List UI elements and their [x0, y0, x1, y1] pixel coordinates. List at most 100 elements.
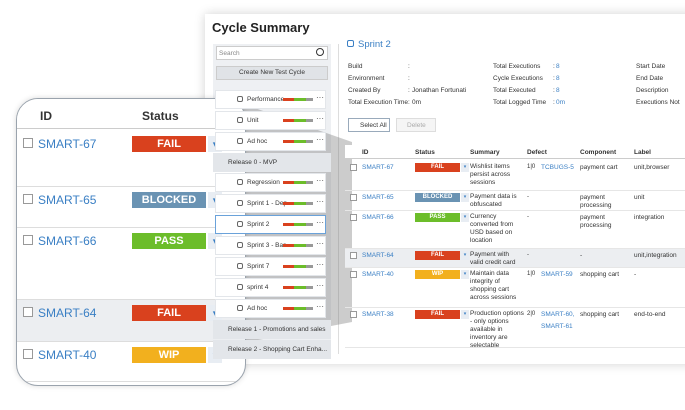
status-badge[interactable]: WIP [415, 270, 460, 279]
defect-link[interactable]: SMART-59 [541, 271, 573, 278]
cycle-row[interactable] [215, 257, 326, 276]
search-box[interactable] [216, 46, 328, 60]
cycle-row[interactable] [215, 132, 326, 151]
menu-dots: ··· [316, 93, 324, 102]
cycle-row[interactable] [215, 236, 326, 255]
issue-id[interactable]: SMART-65 [362, 194, 394, 201]
row-checkbox[interactable] [350, 252, 357, 259]
field-label: Total Executions [493, 63, 541, 70]
issue-id[interactable]: SMART-66 [362, 214, 394, 221]
status-badge[interactable]: FAIL [132, 136, 206, 152]
zoom-callout: IDStatusSMART-67FAIL▾SMART-65BLOCKED▾SMA… [16, 98, 246, 386]
progress-segment [283, 244, 294, 247]
defect-link[interactable]: SMART-60, [541, 311, 575, 318]
release-row [213, 153, 331, 172]
status-badge[interactable]: PASS [132, 233, 206, 249]
issue-id[interactable]: SMART-66 [38, 234, 97, 248]
progress-segment [305, 307, 313, 310]
cycle-label: Regression [247, 179, 280, 186]
cycle-row[interactable] [215, 299, 326, 318]
cycle-row[interactable] [215, 194, 326, 213]
status-badge[interactable]: PASS [415, 213, 460, 222]
menu-dots: ··· [316, 135, 324, 144]
progress-segment [293, 202, 306, 205]
progress-segment [283, 202, 294, 205]
status-badge[interactable]: FAIL [415, 163, 460, 172]
defect-link[interactable]: SMART-61 [541, 323, 573, 330]
progress-segment [305, 265, 313, 268]
progress-segment [305, 119, 313, 122]
progress-segment [293, 307, 306, 310]
field-label: Total Logged Time [493, 99, 547, 106]
status-dropdown[interactable]: ▾ [461, 310, 469, 319]
status-dropdown[interactable]: ▾ [461, 251, 469, 260]
delete-button[interactable] [396, 118, 436, 132]
status-dropdown[interactable]: ▾ [461, 213, 469, 222]
summary: Payment with valid credit card [470, 251, 516, 266]
component: payment processing [580, 214, 612, 229]
menu-dots: ··· [316, 260, 324, 269]
status-badge[interactable]: BLOCKED [415, 193, 460, 202]
issue-id[interactable]: SMART-40 [362, 271, 394, 278]
component: shopping cart [580, 311, 620, 318]
field-colon: : [553, 75, 555, 82]
cycle-row[interactable] [215, 173, 326, 192]
field-colon: : [553, 99, 555, 106]
progress-segment [305, 181, 313, 184]
issue-id[interactable]: SMART-67 [38, 137, 97, 151]
progress-segment [283, 265, 294, 268]
status-dropdown[interactable]: ▾ [461, 163, 469, 172]
cycle-row[interactable] [215, 111, 326, 130]
cycle-icon [237, 117, 243, 123]
select-all-button[interactable] [348, 118, 390, 132]
issue-id[interactable]: SMART-40 [38, 348, 97, 362]
status-dropdown[interactable]: ▾ [461, 270, 469, 279]
status-dropdown[interactable]: ▾ [461, 193, 469, 202]
row-checkbox[interactable] [23, 138, 33, 148]
cycle-label: Unit [247, 117, 259, 124]
issue-id[interactable]: SMART-67 [362, 164, 394, 171]
status-badge[interactable]: BLOCKED [132, 192, 206, 208]
row-checkbox[interactable] [350, 164, 357, 171]
cycle-icon [347, 40, 354, 47]
issue-id[interactable]: SMART-64 [362, 252, 394, 259]
progress-segment [283, 98, 294, 101]
row-checkbox[interactable] [350, 194, 357, 201]
summary: Payment data is obfuscated [470, 193, 517, 208]
menu-dots: ··· [316, 114, 324, 123]
status-badge[interactable]: FAIL [132, 305, 206, 321]
status-badge[interactable]: FAIL [415, 251, 460, 260]
defect-count: - [527, 252, 529, 258]
column-header: Label [634, 149, 651, 156]
row-checkbox[interactable] [23, 349, 33, 359]
progress-segment [293, 265, 306, 268]
cycle-row[interactable] [215, 90, 326, 109]
create-button[interactable] [216, 66, 328, 80]
progress-segment [293, 223, 306, 226]
row-checkbox[interactable] [23, 307, 33, 317]
issue-id[interactable]: SMART-64 [38, 306, 97, 320]
issue-id[interactable]: SMART-38 [362, 311, 394, 318]
column-header: Status [142, 109, 179, 123]
row-checkbox[interactable] [23, 235, 33, 245]
progress-segment [293, 98, 306, 101]
cycle-row[interactable] [215, 215, 326, 234]
defect-link[interactable]: TCBUGS-5 [541, 164, 574, 171]
table-row [345, 191, 685, 211]
defect-count: 1|0 [527, 164, 536, 170]
row-checkbox[interactable] [350, 271, 357, 278]
field-label: Environment [348, 75, 385, 82]
status-badge[interactable]: WIP [132, 347, 206, 363]
cycle-label: Ad hoc [247, 138, 268, 145]
cycle-row[interactable] [215, 278, 326, 297]
table-row [345, 211, 685, 249]
progress-segment [283, 119, 294, 122]
row-checkbox[interactable] [350, 214, 357, 221]
progress-segment [305, 140, 313, 143]
row-checkbox[interactable] [23, 194, 33, 204]
progress-segment [283, 223, 294, 226]
status-badge[interactable]: FAIL [415, 310, 460, 319]
issue-id[interactable]: SMART-65 [38, 193, 97, 207]
defect-count: 2|0 [527, 311, 536, 317]
row-checkbox[interactable] [350, 311, 357, 318]
